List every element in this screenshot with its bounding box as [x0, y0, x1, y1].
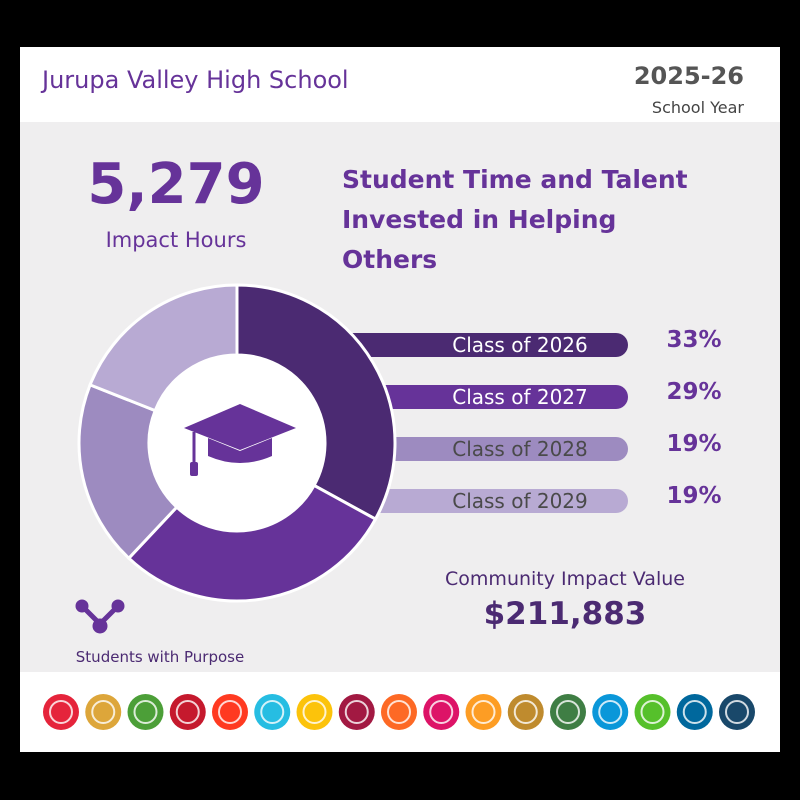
sdg-icon: [719, 694, 755, 730]
hours-value: 5,279: [87, 152, 265, 217]
sdg-icon: [507, 694, 544, 730]
sdg-icon: [85, 694, 122, 730]
sdg-icon-ring: [556, 700, 580, 724]
sdg-icon-ring: [302, 700, 327, 724]
school-year-label: School Year: [651, 98, 744, 117]
hours-label: Impact Hours: [105, 228, 247, 252]
sdg-icon-ring: [387, 700, 411, 724]
school-name: Jurupa Valley High School: [42, 66, 349, 94]
sdg-icon: [254, 694, 291, 730]
sdg-icons: [43, 694, 755, 730]
sdg-icon: [423, 694, 460, 730]
sdg-icon-ring: [429, 700, 454, 724]
sdg-icon: [381, 694, 417, 730]
sdg-icon: [296, 694, 333, 730]
community-value: $211,883: [483, 596, 647, 632]
sdg-icon: [634, 694, 671, 730]
sdg-icon: [592, 694, 629, 730]
sdg-icon-ring: [49, 700, 73, 724]
brand-logo: [75, 599, 125, 634]
sdg-icon-ring: [260, 700, 285, 724]
legend-label: Class of 2027: [452, 385, 588, 409]
sdg-icon: [212, 694, 248, 730]
sdg-icon: [676, 694, 713, 730]
sdg-icon-ring: [598, 700, 623, 724]
sdg-icon-ring: [640, 700, 665, 724]
legend-label: Class of 2028: [452, 437, 588, 461]
value-label: 19%: [666, 483, 721, 509]
sdg-icon-ring: [471, 700, 496, 724]
graduation-cap-icon: [184, 404, 296, 476]
cap-base: [208, 438, 272, 463]
cap-top: [184, 404, 296, 450]
sdg-icon: [43, 694, 79, 730]
sdg-icon: [550, 694, 586, 730]
sdg-icon: [127, 694, 164, 730]
sdg-icon-ring: [133, 700, 158, 724]
sdg-icon: [338, 694, 375, 730]
sdg-icon-ring: [218, 700, 242, 724]
sdg-icon-ring: [344, 700, 369, 724]
sdg-icon-ring: [682, 700, 707, 724]
sdg-icon-ring: [725, 700, 749, 724]
sdg-icon-ring: [91, 700, 116, 724]
value-label: 29%: [666, 379, 721, 405]
sdg-icon: [169, 694, 206, 730]
sdg-icon-ring: [513, 700, 538, 724]
value-label: 33%: [666, 327, 721, 353]
brand-name: Students with Purpose: [75, 648, 245, 666]
sdg-icon-ring: [175, 700, 200, 724]
legend-label: Class of 2029: [452, 489, 588, 513]
chart-title: Student Time and Talent Invested in Help…: [342, 165, 688, 274]
community-label: Community Impact Value: [445, 568, 685, 590]
sdg-icon: [465, 694, 502, 730]
legend-label: Class of 2026: [452, 333, 588, 357]
value-label: 19%: [666, 431, 721, 457]
cap-tassel-end: [190, 462, 198, 476]
school-year: 2025-26: [633, 62, 744, 90]
